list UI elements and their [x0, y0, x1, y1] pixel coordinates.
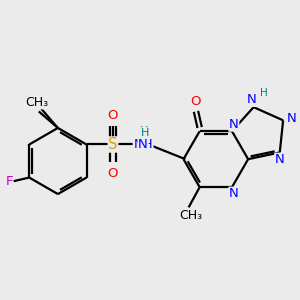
Text: F: F — [5, 175, 13, 188]
Text: N: N — [286, 112, 296, 125]
Text: S: S — [108, 137, 118, 152]
Text: H: H — [260, 88, 268, 98]
Text: H: H — [140, 125, 148, 136]
Text: H: H — [141, 128, 149, 138]
Text: O: O — [191, 95, 201, 108]
Text: O: O — [108, 109, 118, 122]
Text: N: N — [247, 93, 256, 106]
Text: CH₃: CH₃ — [26, 96, 49, 109]
Text: N: N — [229, 118, 239, 131]
Text: N: N — [138, 138, 148, 151]
Text: CH₃: CH₃ — [179, 209, 202, 222]
Text: O: O — [108, 167, 118, 180]
Text: N: N — [275, 153, 285, 166]
Text: NH: NH — [133, 138, 153, 151]
Text: N: N — [229, 187, 239, 200]
